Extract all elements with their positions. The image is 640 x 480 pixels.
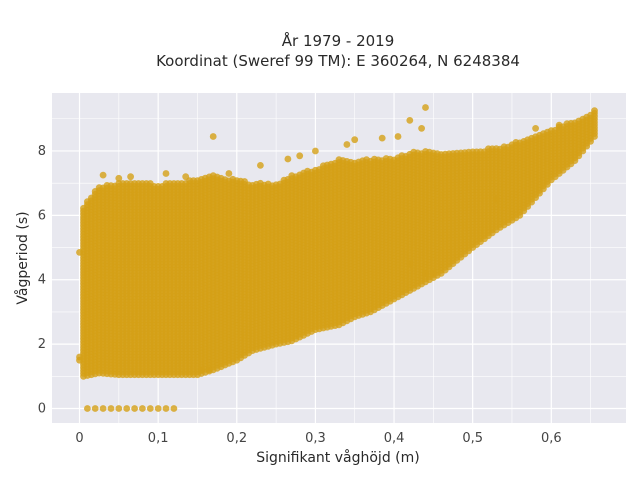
data-points — [76, 104, 598, 412]
chart-title-line-1: År 1979 - 2019 — [282, 31, 395, 50]
chart-title-line-2: Koordinat (Sweref 99 TM): E 360264, N 62… — [156, 52, 520, 70]
chart-title: År 1979 - 2019 Koordinat (Sweref 99 TM):… — [156, 31, 520, 70]
